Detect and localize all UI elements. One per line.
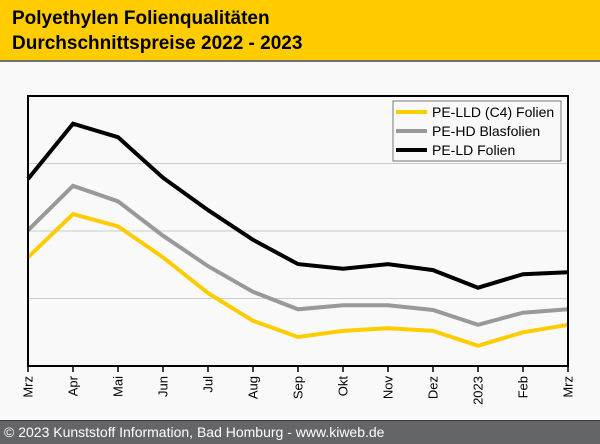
x-tick-label: Jun <box>156 376 171 397</box>
gridlines <box>28 163 568 299</box>
series-line-2 <box>26 121 569 290</box>
x-tick-label: Mrz <box>561 376 576 398</box>
series-line-0 <box>26 211 569 348</box>
x-tick-label: Apr <box>66 375 81 396</box>
footer-bar: © 2023 Kunststoff Information, Bad Hombu… <box>0 420 600 444</box>
x-tick-label: Sep <box>291 376 306 399</box>
series-line-1 <box>26 183 569 327</box>
series-lines <box>26 121 569 348</box>
x-tick-label: Mrz <box>21 376 36 398</box>
x-tick-label: Aug <box>246 376 261 399</box>
copyright-text: © 2023 Kunststoff Information, Bad Hombu… <box>4 424 385 440</box>
chart-title: Polyethylen Folienqualitäten <box>12 8 270 29</box>
legend: PE-LLD (C4) Folien PE-HD Blasfolien PE-LD … <box>392 100 562 162</box>
x-tick-label: Mai <box>111 376 126 397</box>
header-banner: Polyethylen Folienqualitäten Durchschnit… <box>0 0 600 62</box>
x-tick-label: 2023 <box>471 376 486 405</box>
chart-subtitle: Durchschnittspreise 2022 - 2023 <box>12 33 303 54</box>
legend-label: PE-HD Blasfolien <box>432 123 540 139</box>
line-chart: Mrz Apr Mai Jun Jul Aug Sep Okt Nov Dez 2023 Feb Mrz… <box>21 95 576 405</box>
x-tick-label: Nov <box>381 376 396 400</box>
x-tick-label: Jul <box>201 376 216 393</box>
x-tick-label: Dez <box>426 376 441 399</box>
x-tick-label: Okt <box>336 376 351 397</box>
x-tick-label: Feb <box>516 376 531 398</box>
legend-label: PE-LLD (C4) Folien <box>432 104 554 120</box>
legend-label: PE-LD Folien <box>432 142 515 158</box>
x-axis-ticks: Mrz Apr Mai Jun Jul Aug Sep Okt Nov Dez 2023 Feb Mrz <box>21 366 576 405</box>
